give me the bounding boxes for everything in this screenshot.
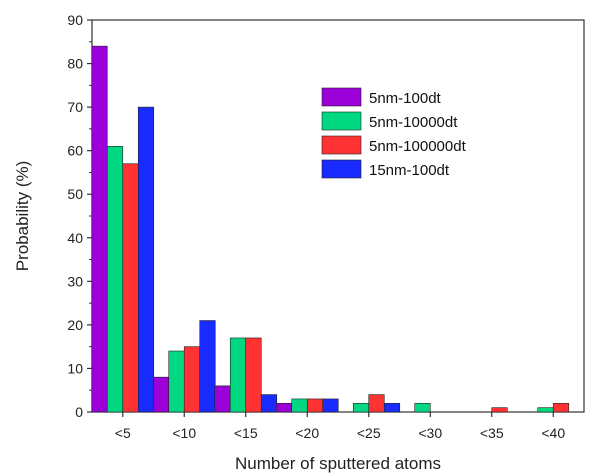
bar: [199, 320, 216, 413]
bar: [291, 398, 308, 413]
x-tick-label: <30: [418, 425, 442, 441]
legend-swatch: [321, 135, 362, 155]
legend-label: 5nm-100000dt: [369, 138, 467, 155]
y-tick-label: 50: [67, 186, 83, 202]
x-axis-title: Number of sputtered atoms: [235, 454, 441, 473]
legend-label: 15nm-100dt: [369, 162, 450, 179]
bar: [491, 407, 508, 413]
bar: [383, 402, 401, 413]
y-tick-label: 80: [67, 56, 83, 72]
x-tick-label: <5: [115, 425, 131, 441]
bar: [168, 350, 185, 413]
bar: [137, 106, 155, 413]
bar: [552, 402, 570, 413]
y-axis-title: Probability (%): [13, 161, 32, 272]
legend-swatch: [321, 111, 362, 131]
y-tick-label: 90: [67, 12, 83, 28]
y-tick-label: 30: [67, 273, 83, 289]
bar: [322, 398, 339, 413]
y-tick-label: 70: [67, 99, 83, 115]
bar: [368, 394, 385, 413]
bar: [275, 402, 293, 413]
bar: [91, 45, 108, 413]
bar: [537, 407, 554, 413]
bar: [245, 337, 262, 413]
bar: [229, 337, 247, 413]
bar: [260, 394, 278, 413]
y-tick-label: 0: [75, 404, 83, 420]
plot-frame: [91, 19, 585, 413]
y-tick-label: 10: [67, 360, 83, 376]
bar: [214, 385, 231, 413]
x-tick-label: <20: [295, 425, 319, 441]
bars-group: [91, 45, 570, 413]
y-tick-label: 40: [67, 230, 83, 246]
x-axis: <5 <10 <15 <20 <25 <30 <35 <40: [115, 412, 565, 441]
legend-swatch: [321, 159, 362, 179]
bar: [183, 346, 201, 413]
x-tick-label: <35: [480, 425, 504, 441]
x-tick-label: <10: [172, 425, 196, 441]
legend-label: 5nm-10000dt: [369, 114, 458, 131]
legend-swatch: [321, 87, 362, 107]
y-tick-label: 20: [67, 317, 83, 333]
x-tick-label: <15: [234, 425, 258, 441]
x-tick-label: <40: [541, 425, 565, 441]
y-tick-label: 60: [67, 143, 83, 159]
bar: [122, 163, 139, 413]
bar: [352, 402, 370, 413]
legend-label: 5nm-100dt: [369, 90, 442, 107]
x-tick-label: <25: [357, 425, 381, 441]
bar: [306, 398, 324, 413]
legend: 5nm-100dt 5nm-10000dt 5nm-100000dt 15nm-100…: [321, 87, 467, 179]
y-axis: 0 10 20 30 40 50 60 70 80 90: [67, 12, 92, 420]
bar: [152, 376, 170, 413]
bar: [414, 402, 431, 413]
bar: [106, 146, 124, 413]
